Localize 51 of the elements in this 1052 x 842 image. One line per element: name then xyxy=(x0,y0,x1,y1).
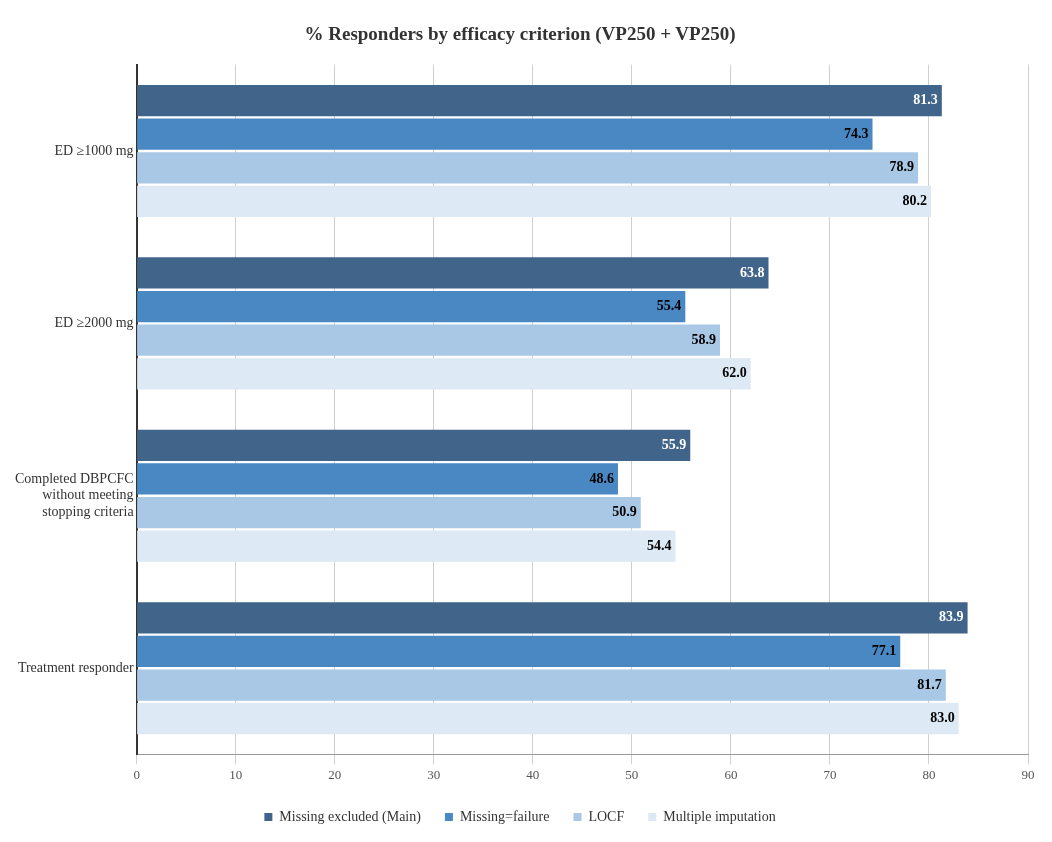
chart-title: % Responders by efficacy criterion (VP250 + VP250) xyxy=(304,23,736,46)
bar xyxy=(137,635,901,668)
data-label: 55.9 xyxy=(661,436,687,452)
bar xyxy=(137,257,769,289)
bar xyxy=(137,290,686,323)
data-label: 74.3 xyxy=(844,125,869,141)
data-label: 83.0 xyxy=(930,710,955,726)
y-tick-label: Treatment responder xyxy=(17,659,134,675)
data-label: 50.9 xyxy=(612,504,637,520)
data-label: 78.9 xyxy=(889,159,915,175)
data-label: 83.9 xyxy=(939,609,964,625)
x-tick-label: 50 xyxy=(625,766,639,782)
legend-label: Missing=failure xyxy=(459,808,550,824)
bar xyxy=(137,118,873,150)
bar xyxy=(137,324,720,356)
x-tick-label: 0 xyxy=(133,766,140,782)
y-tick-label: ED ≥2000 mg xyxy=(54,315,134,331)
bar xyxy=(137,185,931,218)
x-tick-label: 70 xyxy=(823,766,837,782)
bar xyxy=(137,84,942,117)
x-tick-label: 10 xyxy=(229,766,243,782)
bar xyxy=(137,669,946,701)
x-tick-label: 60 xyxy=(724,766,738,782)
data-label: 81.3 xyxy=(913,92,938,108)
legend-label: Missing excluded (Main) xyxy=(279,808,422,825)
bar xyxy=(137,530,676,562)
bar xyxy=(137,152,919,184)
bar xyxy=(137,429,691,462)
x-tick-label: 20 xyxy=(328,766,342,782)
data-label: 54.4 xyxy=(646,537,672,553)
bar xyxy=(137,463,618,495)
x-tick-label: 30 xyxy=(427,766,441,782)
data-label: 77.1 xyxy=(871,643,897,658)
data-label: 81.7 xyxy=(917,676,942,692)
y-tick-label: ED ≥1000 mg xyxy=(54,142,134,158)
y-tick-label: Completed DBPCFC without meeting stopping criteria xyxy=(14,470,135,520)
data-label: 62.0 xyxy=(722,365,747,381)
data-label: 63.8 xyxy=(740,264,765,280)
bar xyxy=(137,602,968,634)
legend-label: Multiple imputation xyxy=(663,808,776,824)
data-label: 80.2 xyxy=(902,193,927,209)
data-label: 48.6 xyxy=(589,470,614,486)
data-label: 58.9 xyxy=(691,331,716,347)
data-label: 55.4 xyxy=(656,298,682,314)
bar xyxy=(137,358,751,390)
legend-label: LOCF xyxy=(588,808,625,824)
x-tick-label: 80 xyxy=(922,766,936,782)
bar xyxy=(137,496,641,529)
x-tick-label: 90 xyxy=(1021,766,1035,782)
x-tick-label: 40 xyxy=(526,766,540,782)
bar xyxy=(137,703,959,735)
